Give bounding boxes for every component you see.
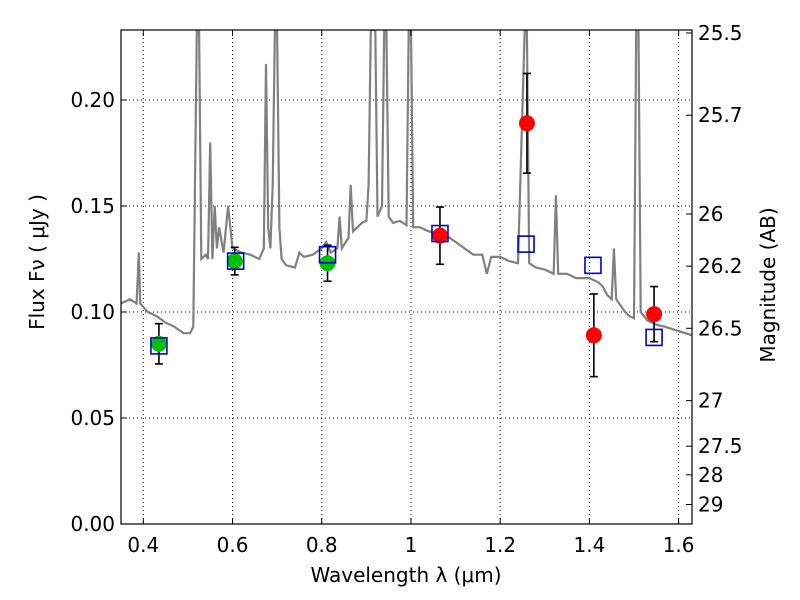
x-tick-label: 0.8 [306, 533, 338, 557]
model-square-marker [318, 245, 337, 264]
mag-tick-label: 26 [698, 202, 723, 226]
data-point-marker [646, 306, 663, 323]
y-tick-label: 0.20 [70, 88, 115, 112]
model-square-marker [431, 224, 449, 243]
mag-tick-label: 28 [698, 463, 723, 487]
grid-lines [121, 30, 692, 525]
data-point-marker [226, 253, 243, 270]
data-markers [150, 72, 663, 378]
x-tick-label: 1.2 [484, 533, 516, 557]
mag-tick-label: 27 [698, 389, 723, 413]
y-tick-label: 0.00 [70, 512, 115, 536]
model-square-marker [517, 235, 535, 253]
x-tick-label: 1 [405, 533, 418, 557]
x-tick-label: 1.4 [573, 533, 605, 557]
data-point-marker [431, 227, 448, 244]
model-square-marker [226, 252, 245, 270]
mag-tick-label: 25.5 [698, 21, 743, 45]
axis-ticks: 0.4 0.6 0.8 1 1.2 1.4 1.6 0.00 0.05 0.10 0.15 0.20 2… [70, 21, 742, 557]
model-square-marker [150, 337, 168, 355]
x-axis-label: Wavelength λ (μm) [310, 563, 501, 587]
model-spectrum-line [121, 30, 692, 337]
mag-tick-label: 26.2 [698, 254, 743, 278]
data-point-marker [518, 115, 535, 132]
data-point-marker [150, 335, 167, 352]
mag-tick-label: 25.7 [698, 103, 743, 127]
data-point-marker [585, 327, 602, 344]
x-tick-label: 0.6 [217, 533, 249, 557]
mag-tick-label: 26.5 [698, 316, 743, 340]
model-square-marker [584, 256, 602, 275]
model-square-marker [645, 328, 663, 347]
y-tick-label: 0.15 [70, 194, 115, 218]
x-tick-label: 1.6 [663, 533, 695, 557]
x-tick-label: 0.4 [127, 533, 159, 557]
mag-tick-label: 27.5 [698, 434, 743, 458]
y-tick-label: 0.10 [70, 300, 115, 324]
mag-tick-label: 29 [698, 492, 723, 516]
y-axis-right-label: Magnitude (AB) [756, 207, 780, 362]
y-axis-label: Flux Fν ( μJy ) [25, 194, 49, 330]
y-tick-label: 0.05 [70, 406, 115, 430]
plot-frame [120, 29, 693, 525]
